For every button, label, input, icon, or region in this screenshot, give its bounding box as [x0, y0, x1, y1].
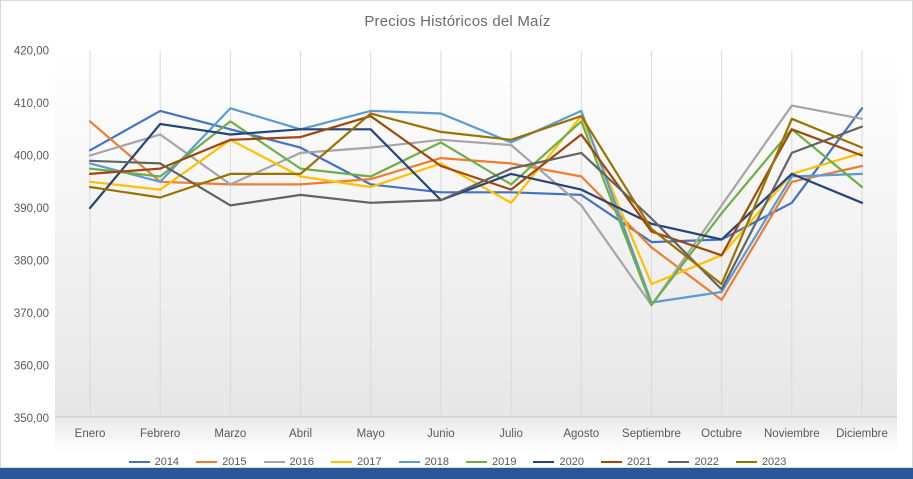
chart-frame: 350,00 360,00 370,00 380,00 390,00 400,00 410,…: [0, 0, 913, 468]
x-axis-band: [55, 417, 897, 453]
x-axis-label: Junio: [427, 428, 455, 440]
legend-item-2020[interactable]: 2020: [533, 456, 584, 468]
legend-item-2018[interactable]: 2018: [398, 456, 449, 468]
legend-item-2017[interactable]: 2017: [331, 456, 382, 468]
window-bottom-bar: [0, 468, 913, 479]
y-axis-tick-label: 420,00: [14, 46, 49, 58]
x-axis-label: Febrero: [140, 428, 180, 440]
series-line-2022[interactable]: [88, 125, 864, 291]
chart-legend: 2014 2015 2016 2017 2018 2019 2020 2021 2022 2023: [1, 453, 913, 471]
x-axis-label: Octubre: [701, 428, 742, 440]
legend-item-2014[interactable]: 2014: [128, 456, 180, 468]
legend-label: 2016: [289, 456, 315, 468]
legend-item-2015[interactable]: 2015: [196, 456, 247, 468]
legend-swatch-2022: [668, 461, 690, 463]
legend-label: 2021: [626, 456, 652, 468]
legend-label: 2019: [492, 456, 517, 468]
series-line-2017[interactable]: [88, 114, 864, 286]
legend-label: 2014: [154, 456, 180, 468]
series-line-2021[interactable]: [88, 114, 864, 257]
legend-label: 2018: [424, 456, 449, 468]
x-axis-label: Agosto: [563, 428, 599, 440]
legend-swatch-2014: [128, 461, 150, 463]
series-line-2020[interactable]: [88, 122, 864, 241]
legend-swatch-2019: [466, 461, 487, 463]
series-line-2016[interactable]: [88, 104, 864, 307]
series-line-2019[interactable]: [88, 120, 864, 307]
x-axis-label: Abril: [289, 428, 312, 440]
plot-area: [55, 50, 897, 417]
series-line-2023[interactable]: [88, 112, 864, 286]
x-axis-label: Septiembre: [622, 428, 681, 440]
x-axis-label: Diciembre: [836, 428, 888, 440]
y-axis-tick-label: 410,00: [14, 98, 49, 110]
legend-item-2023[interactable]: 2023: [735, 456, 787, 468]
chart-canvas: 350,00 360,00 370,00 380,00 390,00 400,00 410,…: [14, 46, 897, 453]
legend-swatch-2018: [398, 461, 420, 463]
y-axis-tick-label: 360,00: [14, 361, 49, 373]
y-axis-tick-label: 400,00: [14, 151, 49, 163]
series-line-2018[interactable]: [88, 107, 864, 304]
legend-label: 2022: [694, 456, 719, 468]
legend-swatch-2023: [735, 461, 757, 463]
y-axis-tick-label: 350,00: [14, 413, 49, 425]
chart-title[interactable]: Precios Históricos del Maíz: [364, 13, 551, 30]
y-axis-tick-label: 390,00: [14, 203, 49, 215]
legend-item-2021[interactable]: 2021: [600, 456, 652, 468]
x-axis-label: Enero: [75, 428, 106, 440]
legend-label: 2015: [222, 456, 247, 468]
legend-item-2016[interactable]: 2016: [263, 456, 315, 468]
x-axis-label: Marzo: [214, 428, 246, 440]
legend-swatch-2020: [533, 461, 555, 463]
legend-swatch-2016: [263, 461, 285, 463]
legend-item-2019[interactable]: 2019: [466, 456, 516, 468]
legend-swatch-2017: [331, 461, 353, 463]
legend-label: 2017: [357, 456, 382, 468]
x-axis-label: Noviembre: [764, 428, 820, 440]
legend-swatch-2021: [600, 461, 622, 463]
y-axis-tick-label: 380,00: [14, 256, 49, 268]
x-axis-label: Julio: [499, 428, 523, 440]
legend-swatch-2015: [196, 461, 218, 463]
x-axis-label: Mayo: [357, 428, 385, 440]
legend-item-2022[interactable]: 2022: [668, 456, 719, 468]
series-line-2015[interactable]: [88, 120, 864, 301]
y-axis-tick-label: 370,00: [14, 308, 49, 320]
legend-label: 2020: [559, 456, 584, 468]
legend-label: 2023: [761, 456, 787, 468]
